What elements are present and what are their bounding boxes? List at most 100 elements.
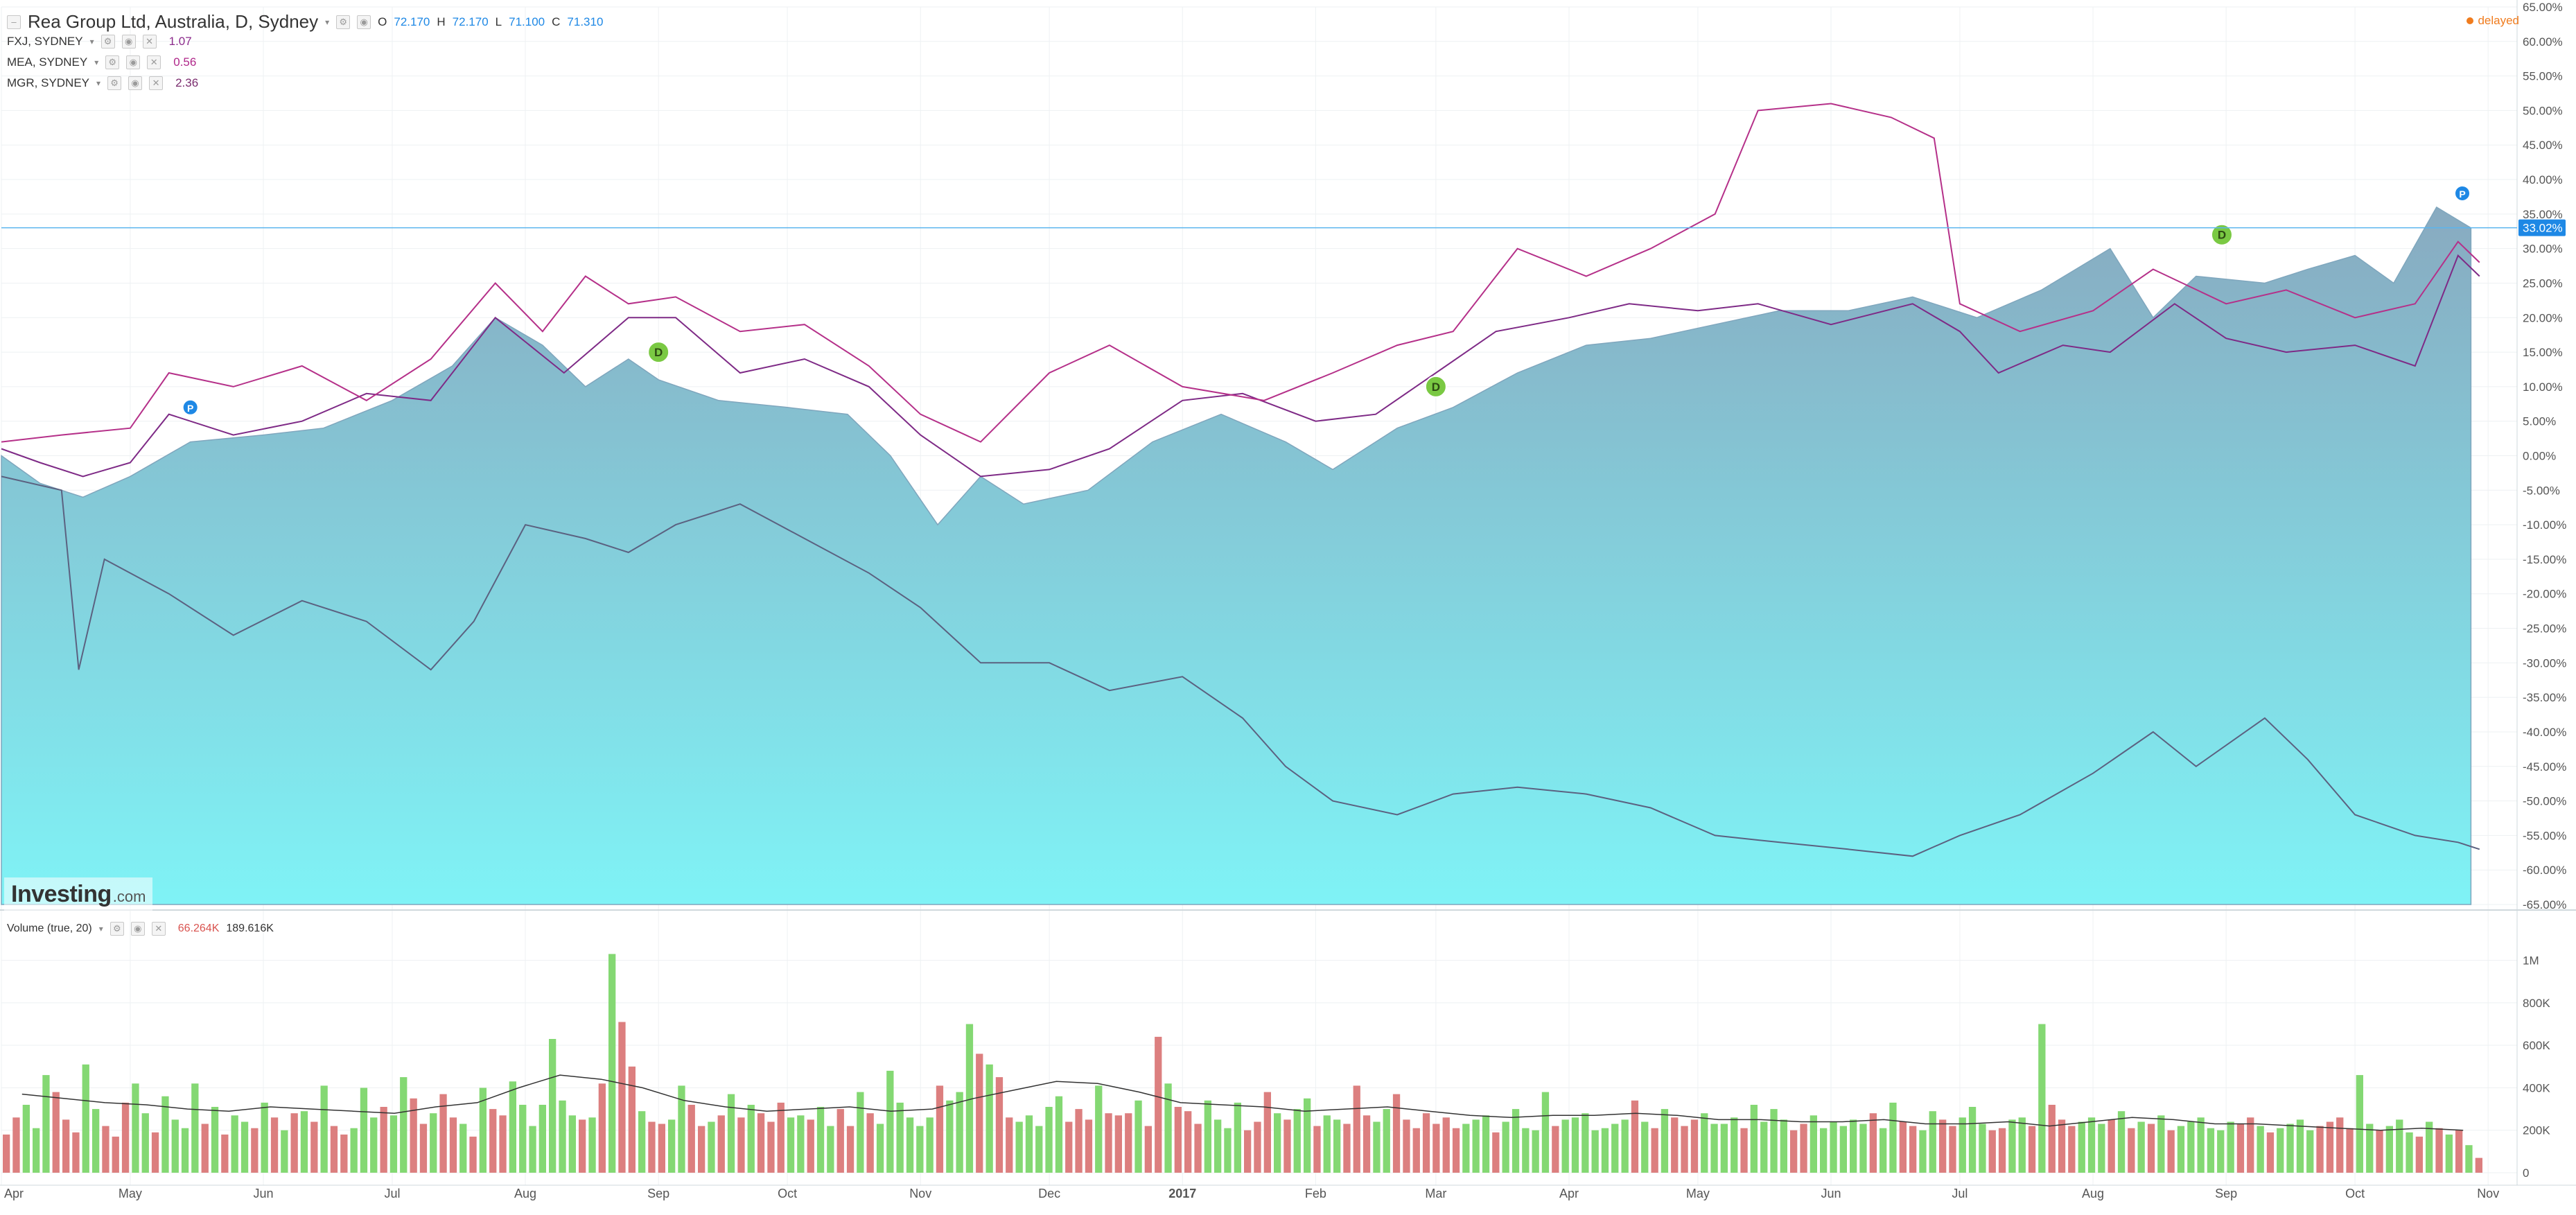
volume-bar bbox=[1403, 1119, 1410, 1173]
chevron-down-icon[interactable]: ▾ bbox=[94, 58, 99, 67]
volume-value-1: 66.264K bbox=[177, 923, 220, 934]
collapse-icon[interactable]: – bbox=[7, 15, 21, 29]
volume-bar bbox=[1155, 1036, 1162, 1173]
volume-bar bbox=[757, 1113, 765, 1173]
volume-bar bbox=[360, 1087, 368, 1173]
x-tick-label: Jul bbox=[1952, 1187, 1968, 1200]
chevron-down-icon[interactable]: ▾ bbox=[89, 37, 94, 46]
volume-bar bbox=[1581, 1113, 1589, 1173]
volume-bar bbox=[767, 1121, 775, 1173]
volume-bar bbox=[1125, 1113, 1132, 1173]
volume-bar bbox=[737, 1117, 745, 1173]
marker-p-icon bbox=[2454, 184, 2471, 202]
volume-bar bbox=[2038, 1024, 2046, 1173]
chevron-down-icon[interactable]: ▾ bbox=[96, 78, 101, 88]
volume-bar bbox=[1045, 1107, 1053, 1173]
volume-bar bbox=[2117, 1111, 2126, 1173]
legend-value: 0.56 bbox=[173, 55, 197, 69]
visibility-icon[interactable]: ◉ bbox=[126, 55, 141, 69]
volume-bar bbox=[1899, 1121, 1907, 1173]
volume-bar bbox=[579, 1119, 586, 1173]
settings-icon[interactable]: ⚙ bbox=[107, 76, 122, 90]
visibility-icon[interactable]: ◉ bbox=[130, 922, 145, 936]
volume-bar bbox=[221, 1134, 229, 1173]
volume-bar bbox=[1373, 1121, 1381, 1173]
close-icon[interactable]: ✕ bbox=[147, 55, 161, 69]
volume-bar bbox=[1522, 1128, 1530, 1173]
close-icon[interactable]: ✕ bbox=[142, 35, 157, 49]
settings-icon[interactable]: ⚙ bbox=[336, 15, 351, 29]
volume-tick-label: 400K bbox=[2523, 1081, 2550, 1094]
y-tick-label: -20.00% bbox=[2523, 588, 2566, 601]
x-tick-label: Sep bbox=[2215, 1187, 2237, 1200]
volume-bar bbox=[72, 1132, 80, 1173]
marker-d-icon bbox=[1424, 375, 1447, 398]
chevron-down-icon[interactable]: ▾ bbox=[325, 17, 330, 27]
x-tick-label: 2017 bbox=[1168, 1187, 1196, 1200]
settings-icon[interactable]: ⚙ bbox=[109, 922, 124, 936]
volume-bar bbox=[1224, 1128, 1232, 1173]
volume-bar bbox=[1839, 1126, 1847, 1173]
volume-bar bbox=[1502, 1121, 1509, 1173]
x-tick-label: Jun bbox=[254, 1187, 274, 1200]
volume-bar bbox=[102, 1126, 109, 1173]
volume-bar bbox=[2376, 1130, 2383, 1173]
volume-bar bbox=[1939, 1119, 1947, 1173]
volume-bar bbox=[2058, 1119, 2066, 1173]
y-tick-label: 35.00% bbox=[2523, 208, 2563, 221]
volume-bar bbox=[1850, 1119, 1857, 1173]
area-series-rea bbox=[1, 206, 2472, 905]
y-tick-label: 40.00% bbox=[2523, 173, 2563, 186]
volume-tick-label: 200K bbox=[2523, 1124, 2550, 1137]
y-tick-label: -30.00% bbox=[2523, 656, 2566, 670]
volume-legend[interactable]: Volume (true, 20) ▾ ⚙ ◉ ✕ 66.264K 189.61… bbox=[7, 922, 274, 936]
x-tick-label: Jul bbox=[384, 1187, 400, 1200]
volume-bar bbox=[1720, 1124, 1728, 1173]
visibility-icon[interactable]: ◉ bbox=[357, 15, 371, 29]
visibility-icon[interactable]: ◉ bbox=[121, 35, 136, 49]
volume-bar bbox=[2147, 1124, 2155, 1173]
delayed-badge: delayed bbox=[2467, 14, 2519, 28]
close-icon[interactable]: ✕ bbox=[151, 922, 166, 936]
volume-bar bbox=[1482, 1115, 1490, 1173]
volume-bar bbox=[2455, 1130, 2463, 1173]
close-icon[interactable]: ✕ bbox=[149, 76, 164, 90]
volume-bar bbox=[568, 1115, 576, 1173]
x-tick-label: Feb bbox=[1305, 1187, 1326, 1200]
volume-bar bbox=[2236, 1124, 2245, 1173]
settings-icon[interactable]: ⚙ bbox=[100, 35, 115, 49]
volume-bar bbox=[638, 1111, 646, 1173]
visibility-icon[interactable]: ◉ bbox=[128, 76, 143, 90]
ohlc-low: 71.100 bbox=[509, 15, 545, 28]
volume-bar bbox=[2167, 1130, 2175, 1173]
volume-bar bbox=[509, 1081, 516, 1173]
volume-bar bbox=[2217, 1130, 2225, 1173]
x-tick-label: Nov bbox=[909, 1187, 931, 1200]
volume-bar bbox=[300, 1111, 308, 1173]
volume-bar bbox=[1611, 1124, 1619, 1173]
volume-bar bbox=[896, 1102, 904, 1173]
legend-item-fxj[interactable]: FXJ, SYDNEY ▾ ⚙ ◉ ✕ 1.07 bbox=[7, 35, 192, 49]
volume-bar bbox=[1760, 1121, 1768, 1173]
volume-bar bbox=[449, 1117, 457, 1173]
volume-bar bbox=[1591, 1130, 1599, 1173]
settings-icon[interactable]: ⚙ bbox=[105, 55, 120, 69]
legend-item-mea[interactable]: MEA, SYDNEY ▾ ⚙ ◉ ✕ 0.56 bbox=[7, 55, 196, 69]
x-tick-label: Apr bbox=[4, 1187, 24, 1200]
line-series-mea bbox=[1, 103, 2480, 443]
volume-bar bbox=[1055, 1096, 1063, 1173]
legend-item-mgr[interactable]: MGR, SYDNEY ▾ ⚙ ◉ ✕ 2.36 bbox=[7, 76, 198, 90]
volume-bar bbox=[112, 1136, 119, 1173]
volume-bar bbox=[827, 1126, 834, 1173]
volume-bar bbox=[240, 1121, 249, 1173]
chevron-down-icon[interactable]: ▾ bbox=[98, 924, 103, 934]
ohlc-high: 72.170 bbox=[452, 15, 489, 28]
volume-bar bbox=[2028, 1126, 2036, 1173]
volume-bar bbox=[2048, 1105, 2056, 1173]
y-tick-label: -40.00% bbox=[2523, 726, 2566, 739]
volume-bar bbox=[559, 1100, 566, 1173]
volume-bar bbox=[1293, 1109, 1301, 1173]
volume-bar bbox=[1412, 1128, 1420, 1173]
volume-bar bbox=[668, 1119, 676, 1173]
